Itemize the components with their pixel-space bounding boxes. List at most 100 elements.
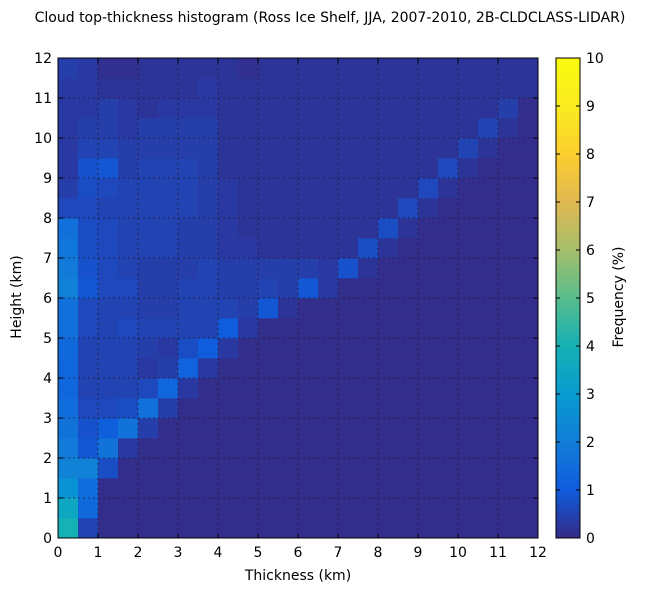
- heatmap-cell: [98, 58, 119, 79]
- heatmap-cell: [358, 58, 379, 79]
- heatmap-cell: [58, 278, 79, 299]
- heatmap-cell: [258, 458, 279, 479]
- heatmap-cell: [438, 178, 459, 199]
- heatmap-cell: [258, 78, 279, 99]
- heatmap-cell: [398, 278, 419, 299]
- heatmap-cell: [258, 418, 279, 439]
- heatmap-cell: [378, 238, 399, 259]
- heatmap-cell: [498, 278, 519, 299]
- heatmap-cell: [398, 458, 419, 479]
- colorbar-tick-label: 1: [586, 483, 595, 499]
- heatmap-cell: [178, 78, 199, 99]
- heatmap-cell: [138, 278, 159, 299]
- heatmap-cell: [398, 418, 419, 439]
- heatmap-cell: [378, 158, 399, 179]
- heatmap-cell: [518, 98, 539, 119]
- heatmap-cell: [258, 238, 279, 259]
- heatmap-cell: [258, 298, 279, 319]
- heatmap-cell: [498, 318, 519, 339]
- heatmap-cell: [478, 58, 499, 79]
- heatmap-cell: [78, 58, 99, 79]
- heatmap-cell: [158, 358, 179, 379]
- colorbar-tick-label: 10: [586, 51, 604, 67]
- heatmap-cell: [58, 398, 79, 419]
- heatmap-cell: [78, 158, 99, 179]
- heatmap-cell: [78, 178, 99, 199]
- heatmap-cell: [498, 358, 519, 379]
- y-tick-label: 12: [34, 51, 52, 67]
- heatmap-cell: [338, 458, 359, 479]
- heatmap-cell: [518, 238, 539, 259]
- heatmap-cell: [458, 78, 479, 99]
- heatmap-cell: [418, 298, 439, 319]
- heatmap-cell: [298, 118, 319, 139]
- x-tick-label: 12: [529, 545, 547, 561]
- heatmap-cell: [158, 318, 179, 339]
- heatmap-cell: [258, 338, 279, 359]
- heatmap-cell: [118, 438, 139, 459]
- heatmap-cell: [518, 118, 539, 139]
- heatmap-cell: [158, 138, 179, 159]
- heatmap-cell: [118, 198, 139, 219]
- heatmap-cell: [438, 118, 459, 139]
- heatmap-cell: [338, 498, 359, 519]
- heatmap-cell: [358, 458, 379, 479]
- heatmap-cell: [518, 358, 539, 379]
- heatmap-cell: [478, 438, 499, 459]
- heatmap-cell: [118, 118, 139, 139]
- heatmap-cell: [338, 478, 359, 499]
- heatmap-cell: [438, 198, 459, 219]
- heatmap-cell: [158, 258, 179, 279]
- heatmap-cell: [98, 238, 119, 259]
- heatmap-cell: [458, 118, 479, 139]
- heatmap-cell: [178, 338, 199, 359]
- heatmap-cell: [298, 438, 319, 459]
- heatmap-cell: [438, 298, 459, 319]
- heatmap-cell: [498, 518, 519, 539]
- heatmap-cell: [438, 218, 459, 239]
- heatmap-cell: [178, 438, 199, 459]
- heatmap-cell: [218, 58, 239, 79]
- heatmap-cell: [498, 58, 519, 79]
- heatmap-cell: [358, 178, 379, 199]
- heatmap-cell: [238, 198, 259, 219]
- heatmap-cell: [178, 278, 199, 299]
- heatmap-cell: [498, 238, 519, 259]
- heatmap-cell: [98, 158, 119, 179]
- heatmap-cell: [458, 358, 479, 379]
- heatmap-cell: [358, 238, 379, 259]
- heatmap-cell: [378, 98, 399, 119]
- heatmap-cell: [458, 238, 479, 259]
- heatmap-cell: [198, 58, 219, 79]
- heatmap-cell: [58, 298, 79, 319]
- heatmap-cell: [78, 398, 99, 419]
- heatmap-cell: [318, 478, 339, 499]
- heatmap-cell: [398, 198, 419, 219]
- heatmap-cell: [218, 338, 239, 359]
- heatmap-cell: [178, 478, 199, 499]
- heatmap-cell: [278, 258, 299, 279]
- grid-lines: [58, 58, 538, 538]
- heatmap-cell: [318, 298, 339, 319]
- heatmap-cell: [518, 378, 539, 399]
- heatmap-cell: [178, 418, 199, 439]
- heatmap-cell: [218, 398, 239, 419]
- heatmap-cell: [78, 238, 99, 259]
- heatmap-cell: [118, 178, 139, 199]
- heatmap-cell: [398, 378, 419, 399]
- heatmap-cell: [98, 418, 119, 439]
- heatmap-cell: [238, 58, 259, 79]
- heatmap-cell: [278, 298, 299, 319]
- colorbar-tick-label: 2: [586, 435, 595, 451]
- heatmap-cell: [358, 318, 379, 339]
- heatmap-cell: [378, 478, 399, 499]
- y-tick-label: 9: [43, 171, 52, 187]
- heatmap-cell: [198, 498, 219, 519]
- heatmap-cell: [258, 198, 279, 219]
- heatmap-cell: [218, 218, 239, 239]
- heatmap-cell: [458, 378, 479, 399]
- heatmap-cell: [138, 218, 159, 239]
- heatmap-cell: [418, 118, 439, 139]
- y-axis-label: Height (km): [9, 255, 25, 338]
